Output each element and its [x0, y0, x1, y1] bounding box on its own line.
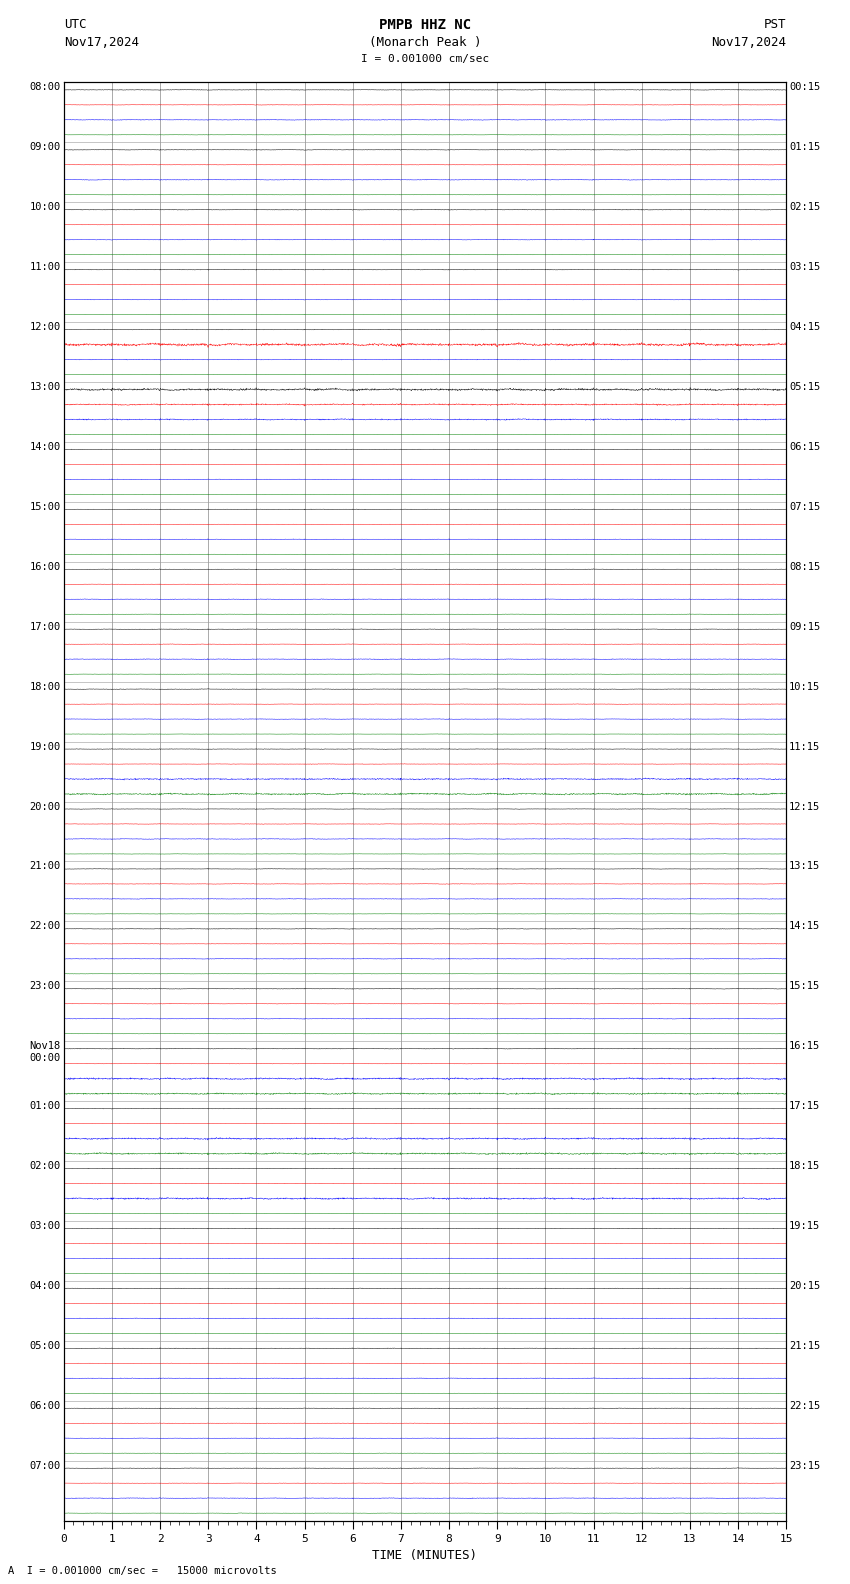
Text: Nov17,2024: Nov17,2024 [711, 36, 786, 49]
Text: (Monarch Peak ): (Monarch Peak ) [369, 36, 481, 49]
Text: I = 0.001000 cm/sec: I = 0.001000 cm/sec [361, 54, 489, 63]
X-axis label: TIME (MINUTES): TIME (MINUTES) [372, 1549, 478, 1562]
Text: PMPB HHZ NC: PMPB HHZ NC [379, 17, 471, 32]
Text: UTC: UTC [64, 17, 86, 32]
Text: Nov17,2024: Nov17,2024 [64, 36, 139, 49]
Text: PST: PST [764, 17, 786, 32]
Text: A  I = 0.001000 cm/sec =   15000 microvolts: A I = 0.001000 cm/sec = 15000 microvolts [8, 1567, 277, 1576]
